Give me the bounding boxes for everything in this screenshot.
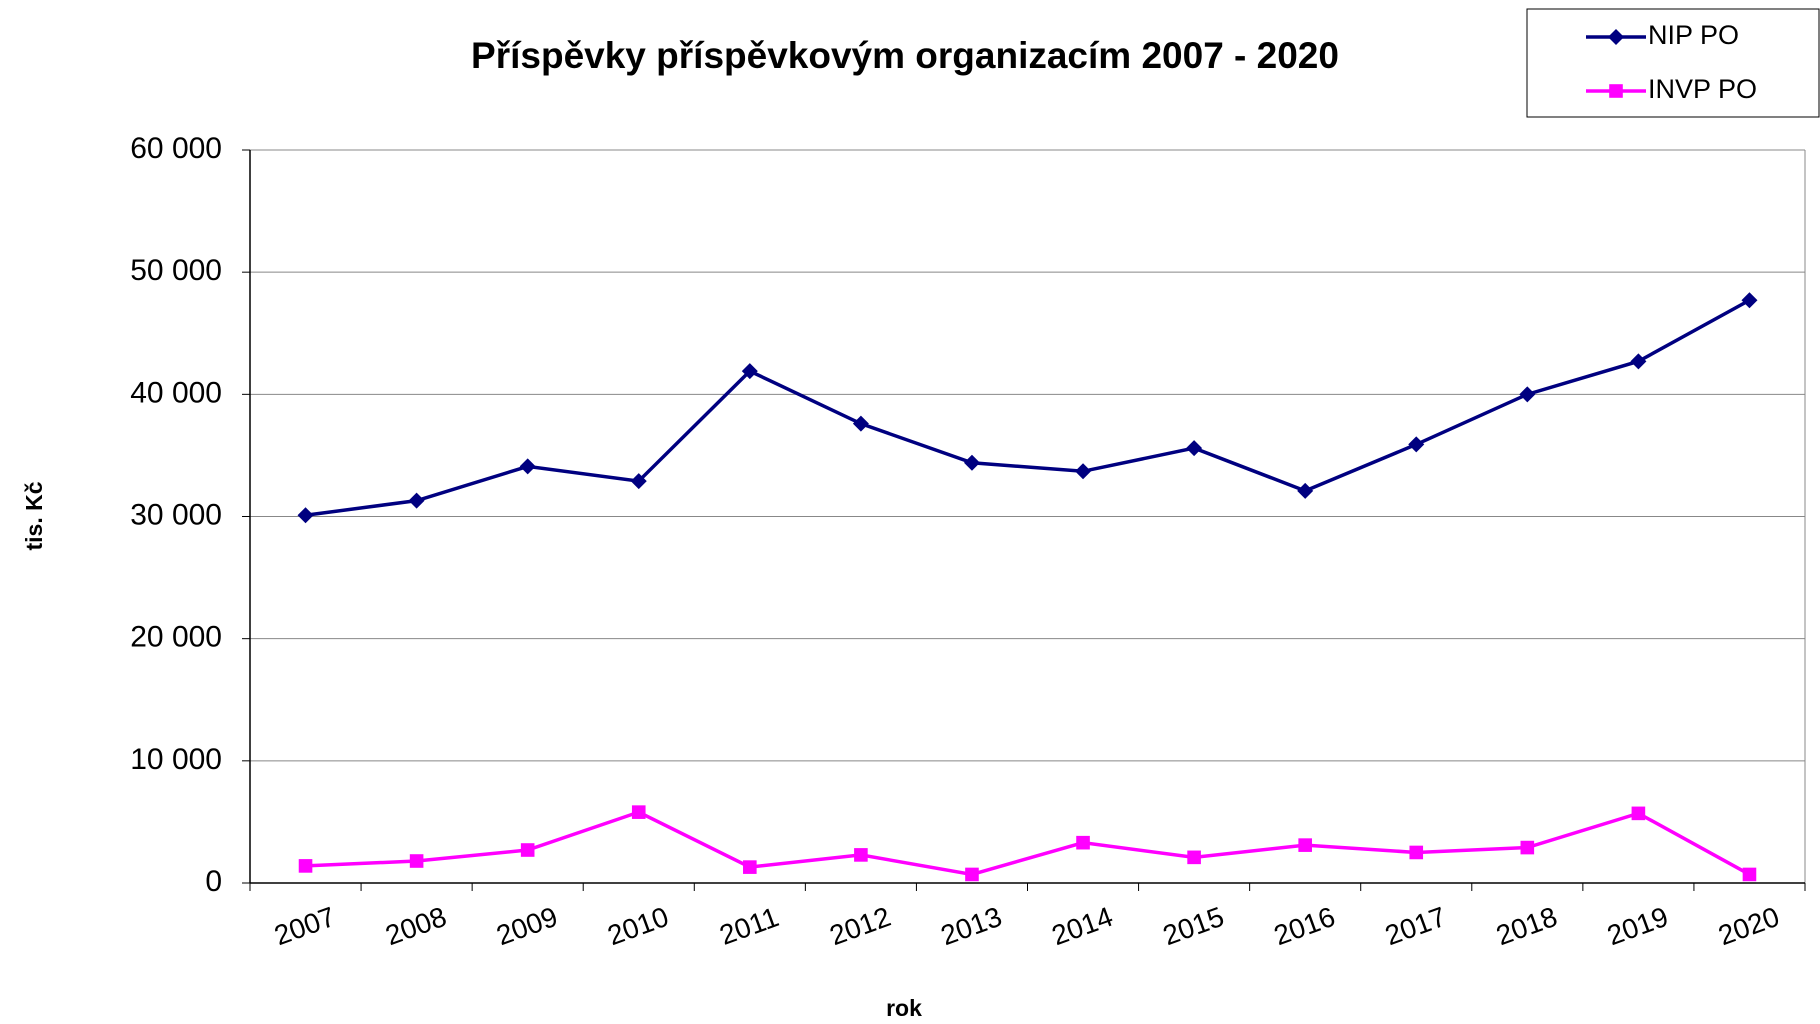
x-tick-label: 2015 [1159,901,1228,951]
x-tick-label: 2017 [1381,901,1450,951]
data-point [965,867,979,882]
x-tick-label: 2018 [1492,901,1561,951]
x-tick-label: 2014 [1048,901,1117,951]
y-tick-label: 10 000 [130,743,222,776]
data-point [298,859,313,873]
data-point [1408,436,1425,453]
legend-label: NIP PO [1648,20,1739,50]
data-point [408,492,425,509]
data-point [520,843,535,857]
x-tick-label: 2010 [603,901,672,951]
data-point [1630,353,1647,370]
x-tick-label: 2012 [826,901,895,951]
y-axis-label: tis. Kč [21,481,47,550]
legend-box [1526,8,1820,118]
data-point [297,507,314,524]
data-point [1187,850,1201,865]
data-point [1298,838,1312,852]
data-point [852,415,869,432]
series-line [305,298,1751,518]
data-point [741,363,758,380]
x-tick-label: 2020 [1714,901,1783,951]
y-tick-label: 50 000 [130,254,222,287]
x-axis-label: rok [886,995,922,1021]
data-point [409,854,424,868]
data-point [1186,440,1203,457]
data-point [1297,482,1314,499]
y-tick-label: 60 000 [130,132,222,165]
series-line [305,810,1751,877]
data-point [854,848,868,862]
data-point [1409,845,1424,860]
data-point [630,473,647,490]
x-tick-label: 2013 [937,901,1006,951]
data-point [1075,463,1092,480]
data-point [631,805,646,819]
x-tick-label: 2008 [381,901,450,951]
data-point [743,860,757,874]
y-tick-label: 40 000 [130,376,222,409]
data-point [1076,835,1090,850]
y-tick-label: 20 000 [130,621,222,654]
data-point [519,458,536,475]
data-point [1631,806,1646,821]
data-point [1741,292,1758,309]
y-tick-label: 30 000 [130,498,222,531]
data-point [1742,867,1757,882]
data-point [1520,840,1535,855]
x-tick-label: 2009 [492,901,561,951]
legend-label: INVP PO [1648,74,1757,104]
x-tick-label: 2007 [270,901,339,951]
x-tick-label: 2016 [1270,901,1339,951]
y-tick-label: 0 [205,865,222,898]
data-point [1519,386,1536,403]
x-tick-label: 2019 [1603,901,1672,951]
legend-marker [1609,84,1623,98]
x-tick-label: 2011 [716,901,783,951]
chart-title: Příspěvky příspěvkovým organizacím 2007 … [471,35,1339,76]
data-point [963,454,980,471]
legend-marker [1608,29,1624,45]
